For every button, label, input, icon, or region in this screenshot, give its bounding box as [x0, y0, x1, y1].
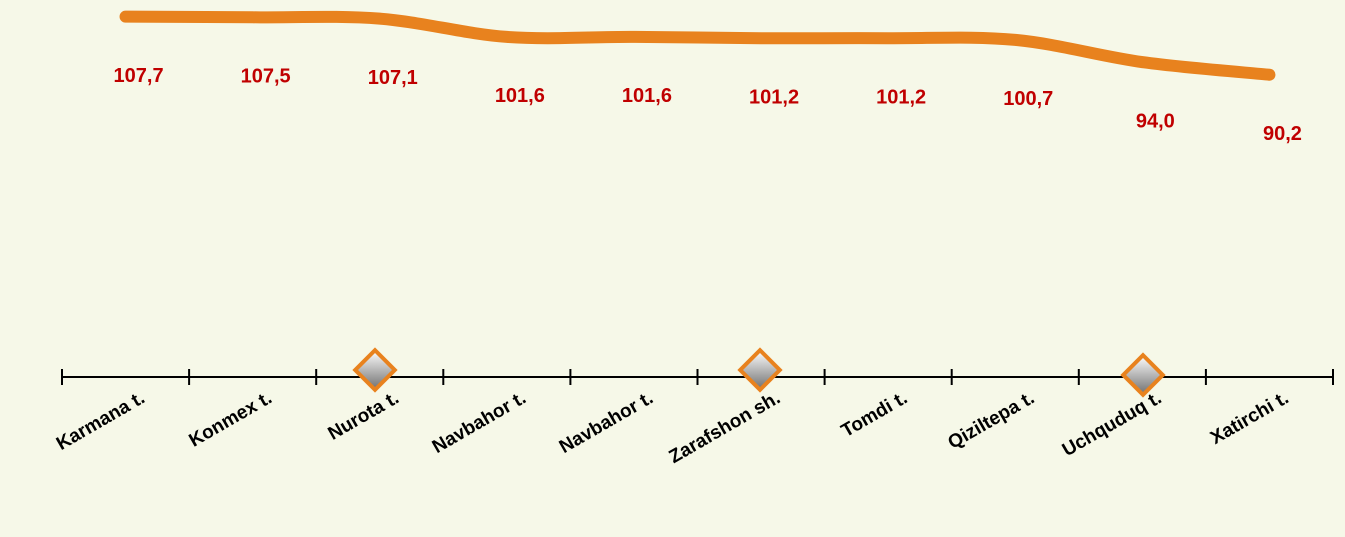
diamond: [737, 347, 783, 393]
data-label: 107,1: [368, 67, 418, 89]
data-label: 101,2: [876, 86, 926, 108]
diamond: [1120, 352, 1166, 398]
data-label: 107,5: [241, 66, 291, 88]
data-label: 101,6: [622, 85, 672, 107]
x-tick-label: Xatirchi t.: [1207, 387, 1292, 448]
x-tick-label: Uchquduq t.: [1059, 387, 1165, 461]
data-label: 90,2: [1263, 123, 1302, 145]
data-label: 101,2: [749, 86, 799, 108]
x-tick-label: Navbahor t.: [556, 387, 657, 457]
x-tick-label: Navbahor t.: [429, 387, 530, 457]
series-line: [119, 10, 1276, 81]
x-tick-label: Karmana t.: [53, 387, 149, 454]
diamond: [352, 347, 398, 393]
data-label: 100,7: [1003, 88, 1053, 110]
x-tick-label: Nurota t.: [325, 387, 403, 444]
data-label: 94,0: [1136, 110, 1175, 132]
decor-markers: [352, 347, 1166, 398]
x-tick-label: Zarafshon sh.: [666, 387, 784, 467]
x-tick-label: Tomdi t.: [838, 387, 911, 441]
data-label: 101,6: [495, 85, 545, 107]
data-label: 107,7: [114, 65, 164, 87]
x-tick-label: Qiziltepa t.: [945, 387, 1039, 453]
x-tick-label: Konmex t.: [186, 387, 276, 451]
